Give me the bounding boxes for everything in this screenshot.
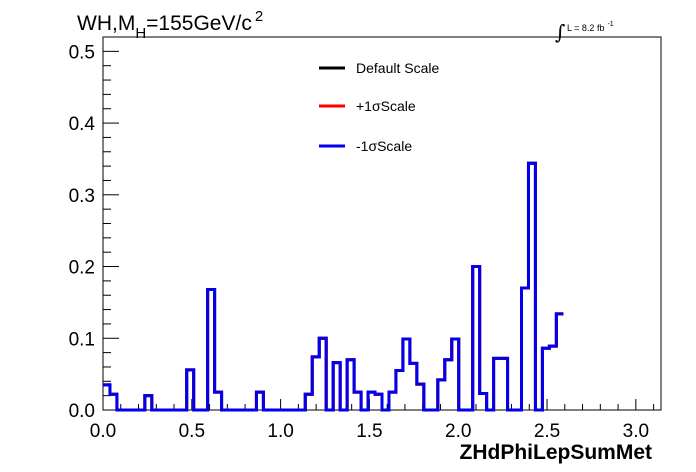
legend-label-default-scale: Default Scale — [356, 60, 439, 76]
series-layer — [103, 161, 564, 412]
x-axis: 0.0 0.5 1.0 1.5 2.0 2.5 3.0 — [90, 399, 655, 442]
x-tick-label: 1.5 — [356, 421, 382, 442]
series-line-2 — [103, 161, 564, 412]
y-tick-label: 0.3 — [69, 186, 95, 207]
y-tick-label: 0.2 — [69, 258, 95, 279]
x-tick-label: 0.0 — [90, 421, 116, 442]
chart-title: WH,MH=155GeV/c 2 — [77, 8, 263, 42]
lumi-integral-sign: ∫ — [555, 20, 565, 44]
lumi-label: L = 8.2 fb -1 — [567, 21, 614, 33]
x-tick-label: 2.5 — [534, 421, 560, 442]
y-tick-label: 0.0 — [69, 401, 95, 422]
x-tick-label: 0.5 — [179, 421, 205, 442]
legend: Default Scale +1σScale -1σScale — [319, 60, 439, 154]
y-axis: 0.0 0.1 0.2 0.3 0.4 0.5 — [69, 36, 119, 422]
x-axis-label: ZHdPhiLepSumMet — [460, 441, 653, 464]
y-tick-label: 0.5 — [69, 42, 95, 63]
legend-label-minus-sigma: -1σScale — [356, 138, 412, 154]
x-tick-label: 1.0 — [267, 421, 293, 442]
y-tick-label: 0.4 — [69, 114, 96, 135]
y-tick-label: 0.1 — [69, 329, 95, 350]
x-tick-label: 2.0 — [445, 421, 471, 442]
x-tick-label: 3.0 — [623, 421, 649, 442]
legend-label-plus-sigma: +1σScale — [356, 98, 416, 114]
